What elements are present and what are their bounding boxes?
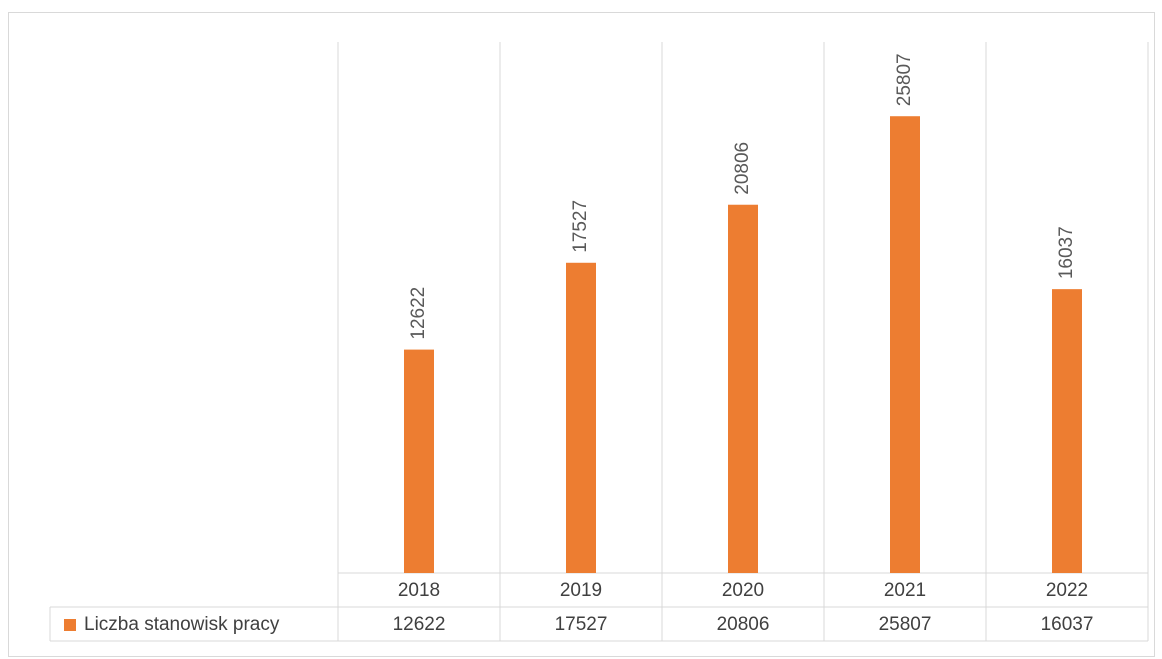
x-tick-label: 2020: [722, 580, 764, 601]
bar: [728, 204, 758, 573]
bar: [890, 116, 920, 574]
x-tick-label: 2019: [560, 580, 602, 601]
bar: [566, 262, 596, 573]
data-label: 25807: [894, 53, 915, 106]
table-value: 12622: [393, 614, 446, 635]
bar: [404, 349, 434, 573]
table-value: 25807: [879, 614, 932, 635]
data-label: 20806: [732, 142, 753, 195]
data-label: 12622: [408, 287, 429, 340]
x-tick-label: 2021: [884, 580, 926, 601]
x-tick-label: 2018: [398, 580, 440, 601]
x-tick-label: 2022: [1046, 580, 1088, 601]
table-value: 16037: [1041, 614, 1094, 635]
bar: [1052, 289, 1082, 573]
table-value: 20806: [717, 614, 770, 635]
data-label: 17527: [570, 200, 591, 253]
table-value: 17527: [555, 614, 608, 635]
legend-label: Liczba stanowisk pracy: [84, 614, 280, 635]
data-label: 16037: [1056, 226, 1077, 279]
legend-swatch: [64, 619, 76, 631]
